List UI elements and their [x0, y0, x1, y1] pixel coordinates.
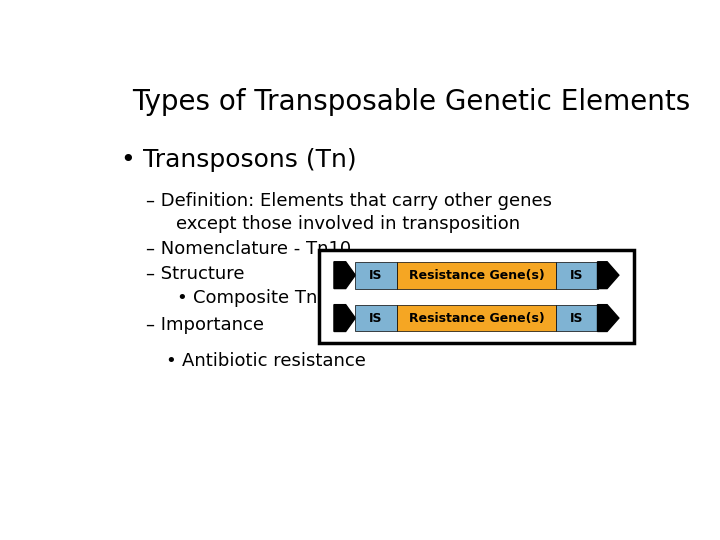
Text: IS: IS: [369, 269, 383, 282]
Text: Resistance Gene(s): Resistance Gene(s): [408, 312, 544, 325]
Polygon shape: [334, 305, 356, 332]
Text: – Importance: – Importance: [145, 316, 264, 334]
Text: IS: IS: [570, 269, 584, 282]
Text: Types of Transposable Genetic Elements: Types of Transposable Genetic Elements: [132, 87, 690, 116]
Text: IS: IS: [369, 312, 383, 325]
Text: •: •: [166, 352, 176, 370]
FancyBboxPatch shape: [319, 250, 634, 343]
Text: Antibiotic resistance: Antibiotic resistance: [182, 352, 366, 370]
Polygon shape: [356, 305, 397, 332]
Polygon shape: [598, 262, 619, 288]
Polygon shape: [598, 305, 619, 332]
Polygon shape: [397, 305, 556, 332]
Polygon shape: [556, 262, 598, 288]
Text: IS: IS: [570, 312, 584, 325]
Text: Composite Tns: Composite Tns: [193, 288, 327, 307]
Polygon shape: [397, 262, 556, 288]
Polygon shape: [356, 262, 397, 288]
Text: – Structure: – Structure: [145, 265, 244, 283]
Polygon shape: [334, 262, 356, 288]
Text: except those involved in transposition: except those involved in transposition: [176, 215, 521, 233]
Text: – Nomenclature - Tn10: – Nomenclature - Tn10: [145, 240, 351, 258]
Text: •: •: [176, 288, 187, 307]
Polygon shape: [556, 305, 598, 332]
Text: Transposons (Tn): Transposons (Tn): [143, 148, 356, 172]
Text: Resistance Gene(s): Resistance Gene(s): [408, 269, 544, 282]
Text: •: •: [121, 148, 135, 172]
Text: – Definition: Elements that carry other genes: – Definition: Elements that carry other …: [145, 192, 552, 210]
